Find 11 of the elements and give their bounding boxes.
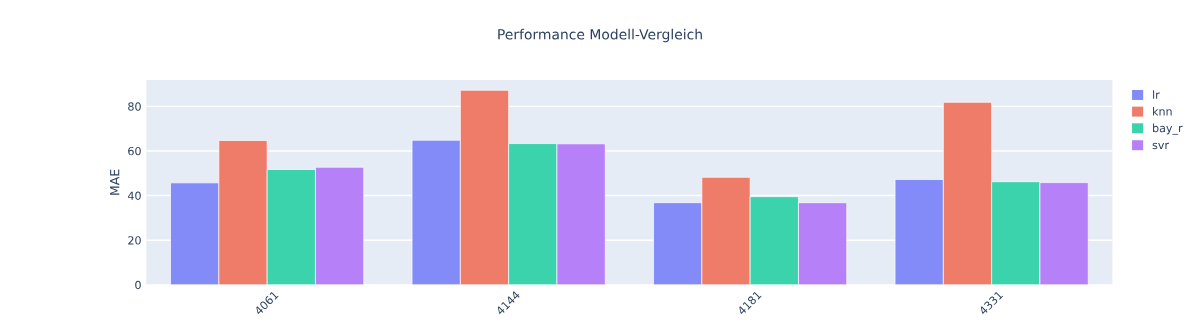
chart-title: Performance Modell-Vergleich — [498, 28, 702, 43]
legend-label: lr — [1153, 90, 1160, 99]
y-tick-label: 0 — [135, 280, 141, 290]
legend-label: bay_r — [1153, 123, 1183, 135]
y-tick-label: 80 — [128, 102, 141, 111]
y-tick-label: 20 — [128, 236, 141, 245]
y-tick-label: 40 — [127, 191, 141, 200]
legend-label: knn — [1153, 106, 1172, 116]
y-axis-title: MAE — [110, 169, 120, 195]
y-tick-label: 60 — [128, 146, 141, 156]
legend-label: svr — [1152, 142, 1169, 150]
